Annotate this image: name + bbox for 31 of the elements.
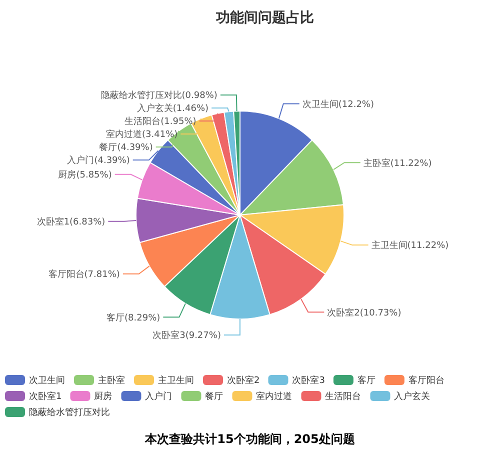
category-label: 客厅阳台(7.81%) [48,270,120,280]
legend-label: 客厅 [357,375,376,386]
category-label: 生活阳台(1.95%) [124,117,196,128]
chart-title: 功能间问题占比 [215,10,314,26]
legend-label: 次卫生间 [29,375,65,386]
legend-label: 入户门 [145,391,172,402]
legend-label: 次卧室2 [227,375,260,386]
category-label: 次卫生间(12.2%) [302,100,374,110]
legend-label: 隐蔽给水管打压对比 [29,407,110,418]
legend-label: 次卧室1 [29,391,62,402]
legend-label: 餐厅 [205,391,224,402]
legend-label: 室内过道 [256,391,292,402]
category-label: 餐厅(4.39%) [99,143,153,154]
category-label: 次卧室2(10.73%) [327,308,402,318]
category-label: 隐蔽给水管打压对比(0.98%) [100,91,218,102]
legend-label: 厨房 [94,391,112,402]
legend-label: 主卧室 [98,375,125,386]
category-label: 次卧室3(9.27%) [152,331,221,342]
legend-label: 次卧室3 [292,375,325,386]
legend-label: 客厅阳台 [408,375,444,386]
text: 本次查验共计15个功能间，205处问题 [144,432,355,446]
category-label: 入户玄关(1.46%) [136,104,209,114]
category-label: 客厅(8.29%) [106,313,160,324]
category-label: 主卧室(11.22%) [363,158,432,169]
category-label: 主卫生间(11.22%) [371,241,449,252]
category-label: 入户门(4.39%) [67,156,130,166]
legend-label: 主卫生间 [158,375,194,386]
category-label: 厨房(5.85%) [58,170,112,181]
category-label: 次卧室1(6.83%) [36,218,106,228]
legend-label: 入户玄关 [394,391,430,402]
legend-label: 生活阳台 [325,391,362,402]
